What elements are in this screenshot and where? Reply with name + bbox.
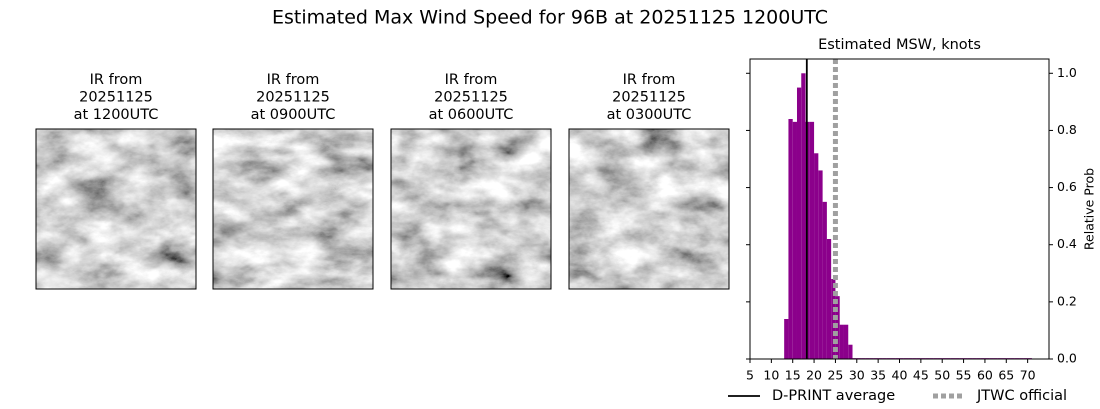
image-frame [35,128,197,290]
x-tick-label: 15 [785,368,801,383]
x-tick-label: 5 [746,368,754,383]
panel-title: 20251125 [79,90,153,106]
x-tick-label: 60 [977,368,993,383]
x-tick-label: 25 [827,368,843,383]
x-tick-label: 55 [956,368,972,383]
bar [839,324,844,359]
bar [788,119,793,359]
bar [843,324,849,359]
bar [826,239,832,359]
y-tick-label: 0.0 [1057,351,1077,366]
y-tick-label: 1.0 [1057,65,1077,80]
x-tick-label: 65 [998,368,1014,383]
y-tick-label: 0.4 [1057,236,1077,251]
bar [796,87,802,360]
panel-title: at 0900UTC [251,107,336,123]
image-frame [568,128,730,290]
panel-title: at 1200UTC [74,107,159,123]
bar [814,153,819,359]
y-tick-label: 0.2 [1057,293,1077,308]
panel-title: at 0300UTC [607,107,692,123]
chart-title: Estimated MSW, knots [818,37,981,53]
panel-title: at 0600UTC [429,107,514,123]
y-tick-label: 0.8 [1057,122,1077,137]
y-axis-label: Relative Prob [1082,168,1097,250]
panel-title: IR from [445,72,498,88]
figure-title: Estimated Max Wind Speed for 96B at 2025… [272,7,828,29]
ir-image [36,129,196,289]
ir-image [391,129,551,289]
panel-title: 20251125 [612,90,686,106]
bar [818,170,823,359]
panel-title: IR from [90,72,143,88]
panel-title: 20251125 [434,90,508,106]
x-tick-label: 35 [870,368,886,383]
legend-label: D-PRINT average [772,388,895,404]
bar [801,73,806,360]
panel-title: 20251125 [256,90,330,106]
bar [792,121,797,359]
bar [809,121,815,359]
x-tick-label: 10 [763,368,779,383]
bar [822,201,827,359]
x-tick-label: 30 [849,368,865,383]
x-tick-label: 45 [913,368,929,383]
image-frame [390,128,552,290]
legend-label: JTWC official [976,388,1067,404]
bar [848,344,853,359]
bar [784,319,789,359]
image-frame [212,128,374,290]
ir-image [569,129,729,289]
ir-image [213,129,373,289]
x-tick-label: 20 [806,368,822,383]
x-tick-label: 70 [1020,368,1036,383]
y-tick-label: 0.6 [1057,179,1077,194]
x-tick-label: 40 [892,368,908,383]
x-tick-label: 50 [934,368,950,383]
panel-title: IR from [267,72,320,88]
panel-title: IR from [623,72,676,88]
